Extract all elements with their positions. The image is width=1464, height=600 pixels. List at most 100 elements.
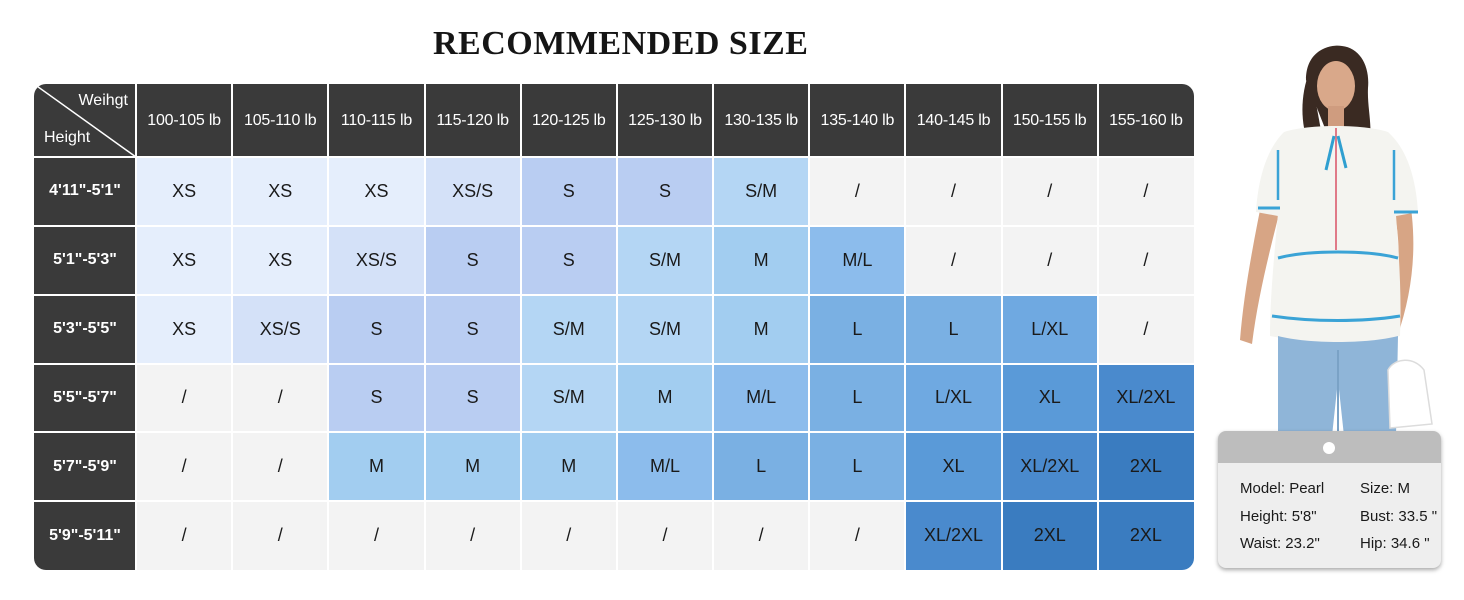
model-bust: Bust: 33.5 " (1360, 508, 1438, 525)
size-cell: XS (328, 157, 425, 226)
size-cell: / (809, 157, 906, 226)
size-cell: S/M (713, 157, 810, 226)
column-header: 135-140 lb (809, 84, 906, 157)
model-photo (1218, 40, 1442, 436)
size-cell: S (328, 294, 425, 364)
size-cell: L/XL (905, 363, 1002, 433)
size-cell: XS (232, 225, 329, 295)
size-cell: XS (232, 157, 329, 226)
size-chart-table: Weihgt Height 100-105 lb 105-110 lb 110-11… (34, 84, 1194, 570)
grid-line-vertical (1000, 84, 1003, 570)
size-cell: / (424, 501, 521, 570)
size-cell: / (232, 363, 329, 433)
size-cell: / (616, 501, 714, 570)
size-cell: M (713, 294, 810, 364)
size-cell: XS/S (424, 157, 521, 226)
size-cell: / (1001, 225, 1098, 295)
size-cell: S (424, 294, 521, 364)
size-cell: XL (905, 432, 1002, 502)
grid-line-vertical (135, 84, 137, 570)
grid-line-vertical (808, 84, 811, 570)
size-cell: M (713, 225, 810, 295)
size-cell: S (424, 363, 521, 433)
grid-line-vertical (327, 84, 330, 570)
size-cell: / (136, 432, 233, 502)
size-cell: / (232, 501, 329, 570)
grid-line-vertical (423, 84, 426, 570)
size-cell: XL/2XL (1001, 432, 1098, 502)
size-cell: M (520, 432, 617, 502)
size-cell: XL/2XL (1097, 363, 1194, 433)
weight-axis-label: Weihgt (78, 92, 128, 109)
size-cell: S/M (616, 294, 714, 364)
size-cell: M (328, 432, 425, 502)
size-cell: / (1001, 157, 1098, 226)
column-header: 120-125 lb (520, 84, 617, 157)
size-cell: / (809, 501, 906, 570)
size-cell: / (905, 157, 1002, 226)
size-cell: M/L (809, 225, 906, 295)
grid-line-horizontal (34, 431, 1194, 434)
size-cell: / (905, 225, 1002, 295)
size-cell: M/L (713, 363, 810, 433)
model-height: Height: 5'8" (1240, 508, 1317, 525)
size-cell: / (1097, 294, 1194, 364)
model-name: Model: Pearl (1240, 480, 1325, 497)
size-cell: L (809, 432, 906, 502)
column-header: 130-135 lb (713, 84, 810, 157)
hang-tag-hole (1323, 442, 1335, 454)
grid-line-horizontal (34, 500, 1194, 503)
grid-line-vertical (519, 84, 522, 570)
height-axis-label: Height (44, 129, 91, 146)
size-cell: XS (136, 294, 233, 364)
column-header: 155-160 lb (1097, 84, 1194, 157)
grid-line-vertical (904, 84, 907, 570)
size-cell: 2XL (1097, 432, 1194, 502)
size-cell: L (905, 294, 1002, 364)
model-info-card: Model: Pearl Size: M Height: 5'8" Bust: … (1218, 431, 1441, 568)
size-cell: S/M (520, 363, 617, 433)
size-cell: / (232, 432, 329, 502)
size-cell: / (713, 501, 810, 570)
size-cell: S/M (520, 294, 617, 364)
row-header: 5'7"-5'9" (34, 432, 136, 502)
model-illustration (1240, 45, 1433, 436)
size-cell: S (616, 157, 714, 226)
row-header: 5'1"-5'3" (34, 225, 136, 295)
grid-line-horizontal (34, 293, 1194, 296)
size-cell: L (713, 432, 810, 502)
grid-line-vertical (231, 84, 234, 570)
grid-line-vertical (1096, 84, 1099, 570)
size-cell: S (424, 225, 521, 295)
size-cell: S/M (616, 225, 714, 295)
size-cell: M/L (616, 432, 714, 502)
grid-line-horizontal (34, 156, 1194, 158)
size-cell: L (809, 294, 906, 364)
row-header: 5'5"-5'7" (34, 363, 136, 433)
model-size: Size: M (1360, 480, 1411, 497)
chart-title: RECOMMENDED SIZE (433, 25, 809, 62)
model-waist: Waist: 23.2" (1240, 535, 1320, 552)
size-cell: L/XL (1001, 294, 1098, 364)
grid-line-horizontal (34, 224, 1194, 227)
grid-line-vertical (615, 84, 618, 570)
column-header: 150-155 lb (1001, 84, 1098, 157)
column-header: 125-130 lb (616, 84, 714, 157)
corner-diagonal-line (34, 84, 136, 157)
size-cell: XS (136, 157, 233, 226)
grid-line-horizontal (34, 362, 1194, 365)
size-cell: S (520, 157, 617, 226)
model-hip: Hip: 34.6 " (1360, 535, 1430, 552)
size-cell: L (809, 363, 906, 433)
size-cell: S (520, 225, 617, 295)
size-cell: 2XL (1001, 501, 1098, 570)
row-header: 5'9"-5'11" (34, 501, 136, 570)
size-cell: XS/S (328, 225, 425, 295)
size-cell: / (328, 501, 425, 570)
size-cell: / (520, 501, 617, 570)
column-header: 115-120 lb (424, 84, 521, 157)
size-cell: XL/2XL (905, 501, 1002, 570)
row-header: 4'11"-5'1" (34, 157, 136, 226)
table-corner-header: Weihgt Height (34, 84, 136, 157)
column-header: 105-110 lb (232, 84, 329, 157)
